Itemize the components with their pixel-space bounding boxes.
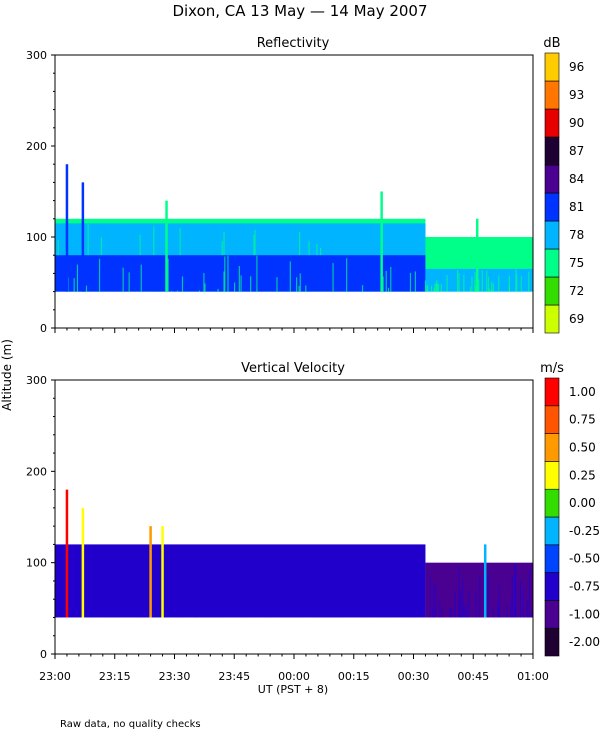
colorbar-label-1-9: 1.00 — [569, 385, 596, 399]
y-tick-label-0-2: 200 — [26, 140, 47, 153]
colorbar-label-0-0: 69 — [569, 312, 584, 326]
colorbar-swatch-0-0 — [544, 304, 560, 334]
x-tick-label-6: 00:30 — [398, 670, 430, 683]
colorbar-swatch-1-4 — [544, 516, 560, 546]
y-tick-label-1-2: 200 — [26, 465, 47, 478]
colorbar-swatch-0-8 — [544, 80, 560, 110]
y-tick-label-1-1: 100 — [26, 557, 47, 570]
colorbar-label-0-2: 75 — [569, 256, 584, 270]
reflectivity-title: Reflectivity — [257, 36, 330, 51]
colorbar-label-0-8: 93 — [569, 88, 584, 102]
y-tick-label-1-3: 300 — [26, 374, 47, 387]
colorbar-label-1-1: -1.00 — [569, 607, 600, 621]
x-tick-label-5: 00:15 — [338, 670, 370, 683]
colorbar-label-0-1: 72 — [569, 284, 584, 298]
y-axis-label: Altitude (m) — [0, 339, 14, 411]
data-layer-0-2 — [55, 255, 426, 292]
vertical-velocity-panel: Vertical Velocity m/s 0 100 200 300 23:00 23:… — [26, 361, 600, 683]
velocity-unit: m/s — [540, 361, 564, 376]
x-tick-label-1: 23:15 — [99, 670, 131, 683]
colorbar-swatch-1-5 — [544, 488, 560, 518]
colorbar-label-1-2: -0.75 — [569, 580, 600, 594]
colorbar-swatch-1-8 — [544, 405, 560, 434]
colorbar-label-0-9: 96 — [569, 60, 584, 74]
colorbar-label-1-5: 0.00 — [569, 496, 596, 510]
y-tick-label-0-3: 300 — [26, 49, 47, 62]
x-tick-label-0: 23:00 — [39, 670, 71, 683]
reflectivity-unit: dB — [543, 36, 560, 51]
colorbar-label-1-8: 0.75 — [569, 413, 596, 427]
colorbar-label-1-7: 0.50 — [569, 441, 596, 455]
x-tick-label-8: 01:00 — [517, 670, 549, 683]
colorbar-swatch-1-0 — [544, 627, 560, 657]
data-layer-1-0 — [55, 544, 426, 618]
colorbar-swatch-1-6 — [544, 461, 560, 490]
colorbar-label-1-0: -2.00 — [569, 635, 600, 649]
colorbar-label-0-4: 81 — [569, 200, 584, 214]
colorbar-swatch-1-1 — [544, 600, 560, 629]
y-tick-label-1-0: 0 — [40, 648, 47, 661]
colorbar-label-0-6: 87 — [569, 144, 584, 158]
colorbar-label-1-3: -0.50 — [569, 552, 600, 566]
colorbar-swatch-0-3 — [544, 220, 560, 250]
figure-title: Dixon, CA 13 May — 14 May 2007 — [172, 2, 427, 20]
velocity-title: Vertical Velocity — [241, 361, 345, 376]
colorbar-label-1-6: 0.25 — [569, 468, 596, 482]
y-tick-label-0-0: 0 — [40, 322, 47, 335]
colorbar-swatch-0-5 — [544, 164, 560, 194]
colorbar-swatch-1-2 — [544, 572, 560, 601]
colorbar-swatch-1-3 — [544, 544, 560, 573]
x-axis-label: UT (PST + 8) — [258, 683, 328, 696]
footnote: Raw data, no quality checks — [60, 719, 201, 730]
colorbar-label-0-5: 84 — [569, 172, 584, 186]
y-tick-label-0-1: 100 — [26, 231, 47, 244]
x-tick-label-3: 23:45 — [218, 670, 250, 683]
colorbar-label-1-4: -0.25 — [569, 524, 600, 538]
colorbar-swatch-0-7 — [544, 108, 560, 138]
x-tick-label-2: 23:30 — [159, 670, 191, 683]
colorbar-swatch-0-9 — [544, 52, 560, 82]
colorbar-swatch-1-7 — [544, 433, 560, 462]
x-tick-label-4: 00:00 — [278, 670, 310, 683]
x-tick-label-7: 00:45 — [457, 670, 489, 683]
reflectivity-panel: Reflectivity dB 0 100 200 300 69 72 75 78 81 84 87… — [26, 36, 584, 335]
colorbar-swatch-0-6 — [544, 136, 560, 166]
colorbar-swatch-0-2 — [544, 248, 560, 278]
colorbar-swatch-0-4 — [544, 192, 560, 222]
colorbar-label-0-3: 78 — [569, 228, 584, 242]
colorbar-swatch-0-1 — [544, 276, 560, 306]
colorbar-label-0-7: 90 — [569, 116, 584, 130]
colorbar-swatch-1-9 — [544, 377, 560, 407]
